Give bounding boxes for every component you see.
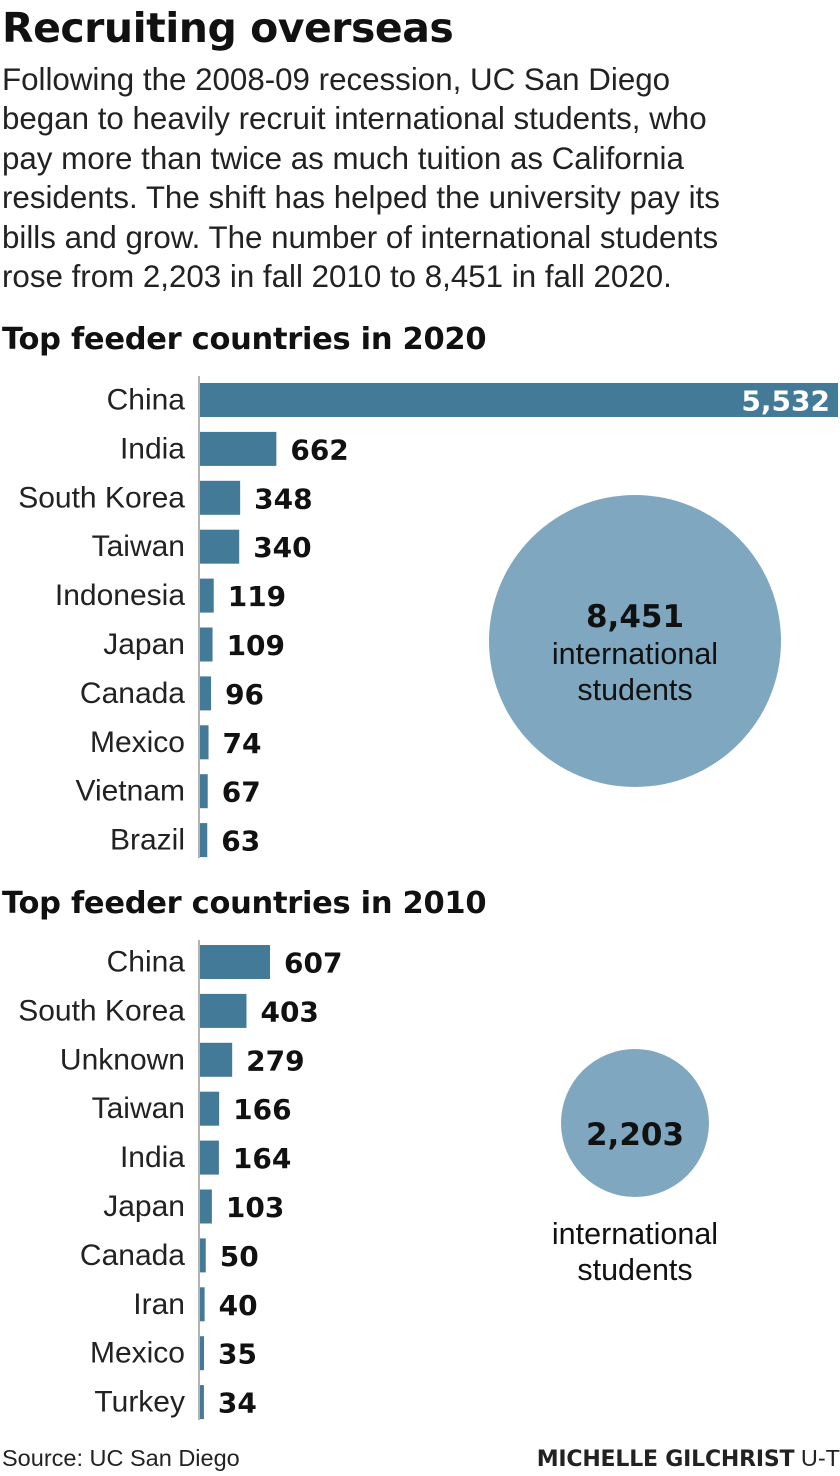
bar-2010-unknown (200, 1042, 233, 1077)
total-caption-line2-2010: students (577, 1253, 692, 1287)
value-label-2010-mexico: 35 (218, 1338, 257, 1371)
category-label-2010-mexico: Mexico (90, 1337, 185, 1370)
category-label-2020-japan: Japan (103, 628, 185, 661)
category-label-2020-china: China (107, 384, 186, 417)
category-label-2010-japan: Japan (103, 1190, 185, 1223)
total-number-2020: 8,451 (586, 599, 684, 635)
value-label-2010-india: 164 (233, 1142, 291, 1175)
value-label-2020-canada: 96 (225, 678, 264, 711)
category-label-2020-canada: Canada (80, 677, 185, 710)
credit-org: U-T (800, 1445, 840, 1471)
bar-2010-mexico (200, 1336, 205, 1371)
bar-2020-taiwan (200, 529, 240, 564)
bar-2010-japan (200, 1189, 212, 1224)
value-label-2010-iran: 40 (219, 1289, 258, 1322)
source-note: Source: UC San Diego (2, 1445, 240, 1471)
category-label-2010-china: China (107, 946, 186, 979)
value-label-2010-unknown: 279 (246, 1044, 304, 1077)
section-title-2010: Top feeder countries in 2010 (2, 886, 487, 921)
credit-name: MICHELLE GILCHRIST (536, 1447, 795, 1472)
value-label-2010-china: 607 (284, 947, 342, 980)
value-label-2020-indonesia: 119 (228, 580, 286, 613)
bar-2010-india (200, 1140, 219, 1175)
bar-2010-south-korea (200, 993, 247, 1028)
value-label-2020-brazil: 63 (221, 825, 260, 858)
bar-2010-china (200, 945, 271, 979)
section-title-2020: Top feeder countries in 2020 (2, 322, 487, 357)
bar-2020-canada (200, 676, 212, 711)
category-label-2010-canada: Canada (80, 1239, 185, 1272)
category-label-2020-indonesia: Indonesia (55, 579, 185, 612)
bar-2020-south-korea (200, 480, 241, 515)
total-caption-line1-2020: international (552, 637, 718, 671)
value-label-2010-japan: 103 (226, 1191, 284, 1224)
category-label-2020-vietnam: Vietnam (75, 775, 185, 808)
chart-title: Recruiting overseas (2, 4, 454, 52)
bar-2010-iran (200, 1287, 205, 1322)
value-label-2020-india: 662 (290, 433, 348, 466)
value-label-2020-mexico: 74 (223, 727, 262, 760)
category-label-2020-brazil: Brazil (110, 824, 185, 857)
value-label-2010-south-korea: 403 (260, 995, 318, 1028)
total-number-2010: 2,203 (586, 1117, 684, 1153)
bar-2020-brazil (200, 823, 208, 858)
total-caption-line2-2020: students (577, 673, 692, 707)
category-label-2010-south-korea: South Korea (18, 994, 185, 1027)
value-label-2010-taiwan: 166 (233, 1093, 291, 1126)
category-label-2010-turkey: Turkey (94, 1386, 185, 1419)
value-label-2020-south-korea: 348 (254, 482, 312, 515)
value-label-2020-china: 5,532 (741, 385, 830, 418)
category-label-2010-taiwan: Taiwan (92, 1092, 185, 1125)
bar-2020-vietnam (200, 774, 208, 809)
category-label-2010-iran: Iran (133, 1288, 185, 1321)
bar-2010-turkey (200, 1385, 204, 1420)
intro-paragraph: Following the 2008-09 recession, UC San … (2, 62, 720, 295)
bar-2020-indonesia (200, 578, 214, 613)
category-label-2020-south-korea: South Korea (18, 481, 185, 514)
category-label-2020-taiwan: Taiwan (92, 530, 185, 563)
total-circle-2010 (561, 1049, 709, 1197)
bar-2010-taiwan (200, 1091, 220, 1126)
credit-line: MICHELLE GILCHRIST U-T (537, 1443, 840, 1475)
category-label-2020-india: India (120, 432, 185, 465)
category-label-2010-india: India (120, 1141, 185, 1174)
bar-2020-mexico (200, 725, 209, 760)
category-label-2010-unknown: Unknown (60, 1043, 185, 1076)
bar-2010-canada (200, 1238, 206, 1273)
bar-2020-india (200, 431, 277, 466)
value-label-2010-canada: 50 (220, 1240, 259, 1273)
value-label-2010-turkey: 34 (218, 1387, 257, 1420)
bar-2020-china (200, 383, 838, 417)
total-caption-line1-2010: international (552, 1217, 718, 1251)
value-label-2020-japan: 109 (227, 629, 285, 662)
total-circle-2020 (489, 495, 781, 787)
value-label-2020-vietnam: 67 (222, 776, 261, 809)
bar-2020-japan (200, 627, 213, 662)
value-label-2020-taiwan: 340 (253, 531, 311, 564)
category-label-2020-mexico: Mexico (90, 726, 185, 759)
